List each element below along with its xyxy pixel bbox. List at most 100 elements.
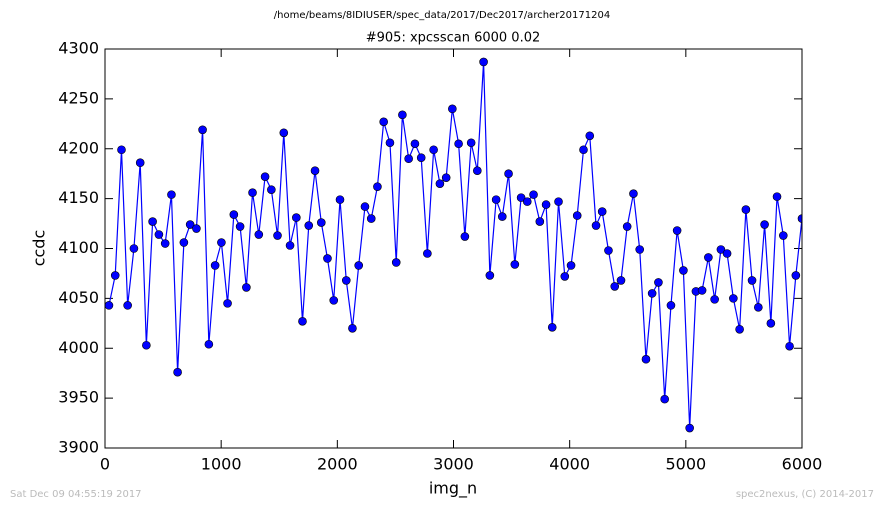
data-point — [760, 220, 769, 229]
data-point — [635, 245, 645, 254]
data-point — [429, 145, 438, 155]
data-point — [654, 278, 663, 287]
x-tick-label: 1000 — [201, 455, 242, 474]
data-point — [254, 230, 264, 239]
data-point — [735, 324, 744, 334]
y-tick-label: 4200 — [58, 138, 99, 157]
data-point — [597, 207, 607, 216]
y-tick-label: 4100 — [58, 238, 99, 257]
data-point — [616, 276, 626, 285]
data-point — [385, 138, 395, 148]
data-point — [173, 367, 182, 377]
data-point — [167, 190, 176, 199]
x-tick-label: 0 — [100, 455, 110, 474]
x-tick-label: 2000 — [317, 455, 358, 474]
data-point — [135, 158, 145, 168]
data-point — [466, 138, 476, 148]
data-point — [485, 271, 495, 280]
data-point — [579, 145, 588, 155]
data-point — [217, 238, 226, 247]
data-point — [373, 182, 382, 191]
data-point — [547, 323, 557, 332]
data-point — [454, 139, 463, 149]
data-point — [410, 139, 420, 149]
data-point — [235, 222, 245, 231]
data-point — [310, 166, 320, 175]
data-point — [416, 153, 426, 163]
data-point — [204, 339, 214, 349]
data-point — [267, 185, 276, 194]
data-point — [529, 190, 538, 199]
data-point — [398, 110, 407, 120]
data-point — [685, 423, 694, 433]
y-tick-label: 4150 — [58, 188, 99, 207]
data-point — [323, 254, 332, 263]
data-point — [179, 238, 189, 247]
data-point — [391, 258, 401, 267]
data-point — [366, 214, 376, 223]
data-point — [341, 276, 351, 285]
data-point — [622, 222, 632, 231]
data-point — [248, 188, 257, 197]
data-point — [591, 221, 601, 230]
y-tick-label: 4250 — [58, 88, 99, 107]
data-point — [741, 205, 751, 214]
data-point — [710, 295, 719, 304]
data-point — [672, 226, 682, 235]
chart-title: #905: xpcsscan 6000 0.02 — [366, 31, 541, 46]
data-point — [160, 239, 170, 248]
data-point — [554, 197, 563, 206]
data-point — [317, 218, 326, 227]
data-point — [629, 189, 638, 198]
y-tick-label: 3950 — [58, 388, 99, 407]
data-point — [522, 197, 532, 206]
data-point — [210, 261, 220, 270]
data-point — [154, 230, 164, 239]
data-point — [273, 231, 282, 240]
data-point — [192, 224, 201, 233]
series — [105, 57, 802, 433]
data-point — [223, 299, 232, 308]
data-point — [560, 272, 570, 281]
data-point — [298, 317, 307, 326]
data-point — [229, 210, 239, 219]
data-point — [423, 249, 432, 258]
data-point — [722, 249, 732, 258]
data-point — [354, 261, 364, 270]
data-point — [110, 271, 120, 280]
y-tick-label: 4050 — [58, 288, 99, 307]
data-point — [123, 301, 132, 310]
data-point — [105, 301, 114, 310]
data-point — [185, 220, 195, 229]
data-point — [448, 104, 457, 114]
data-point — [292, 213, 301, 222]
data-point — [473, 166, 482, 175]
data-point — [260, 172, 270, 181]
plot-frame — [104, 48, 803, 449]
data-point — [704, 253, 713, 262]
supertitle: /home/beams/8IDIUSER/spec_data/2017/Dec2… — [274, 10, 610, 21]
data-point — [435, 179, 445, 188]
data-line — [108, 61, 802, 429]
data-point — [335, 195, 345, 204]
data-point — [516, 193, 526, 202]
data-point — [716, 245, 726, 254]
data-point — [279, 128, 289, 138]
x-tick-label: 6000 — [782, 455, 823, 474]
y-tick-label: 3900 — [58, 438, 99, 457]
data-point — [285, 241, 295, 250]
footer-left: Sat Dec 09 04:55:19 2017 — [10, 489, 142, 500]
data-point — [148, 217, 157, 226]
y-axis-label: ccdc — [30, 230, 49, 267]
data-point — [497, 212, 507, 221]
data-point — [404, 154, 413, 164]
data-point — [491, 195, 501, 204]
data-point — [604, 246, 613, 255]
data-point — [666, 301, 676, 310]
data-point — [117, 145, 126, 155]
data-point — [766, 319, 776, 328]
data-point — [460, 232, 470, 241]
y-tick-label: 4300 — [58, 39, 99, 58]
data-point — [785, 341, 794, 351]
